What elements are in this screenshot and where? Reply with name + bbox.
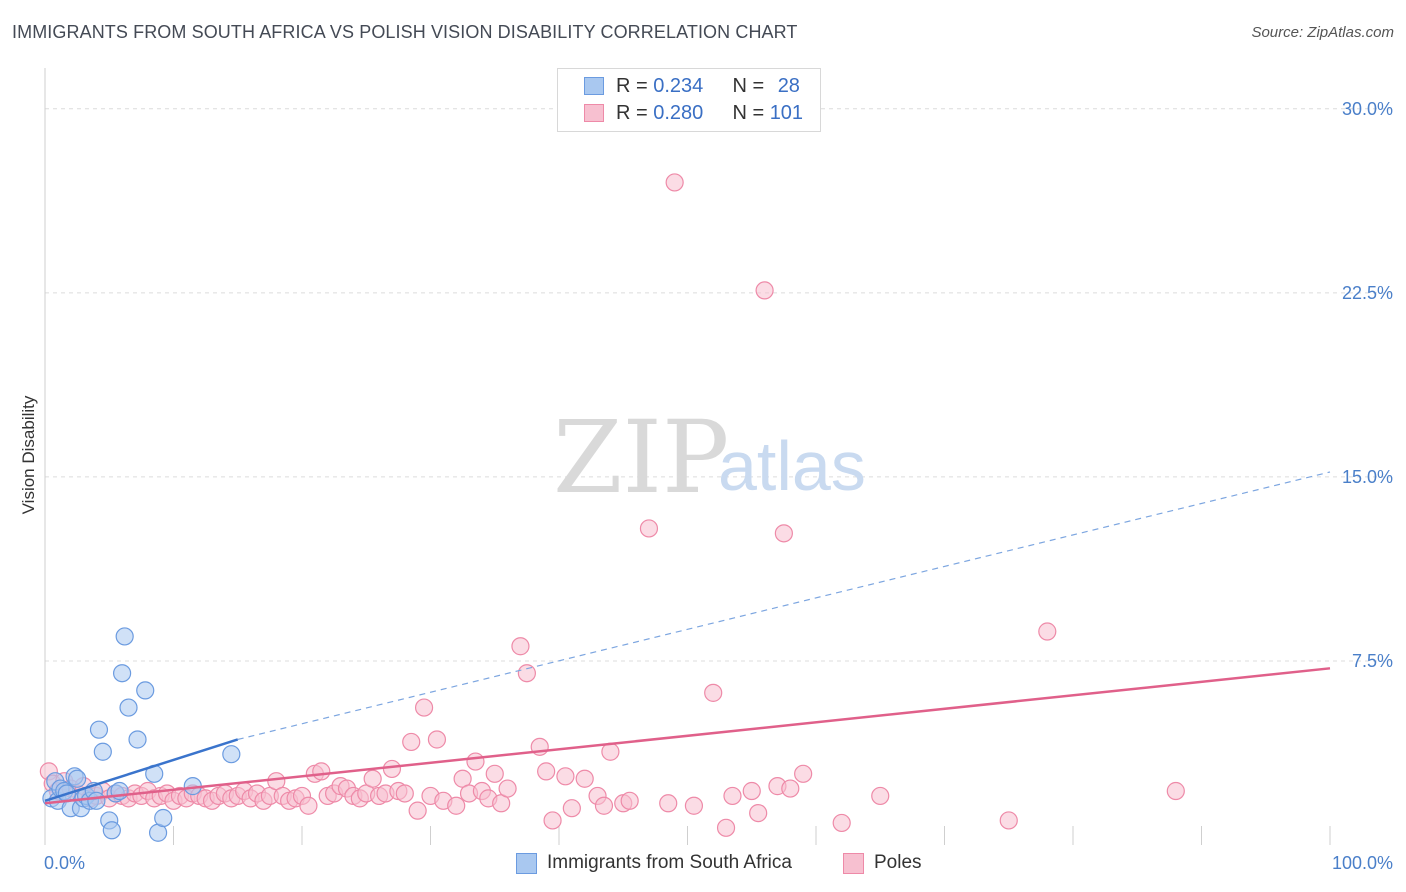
data-point [601, 742, 620, 761]
data-point [723, 786, 742, 806]
chart-title: IMMIGRANTS FROM SOUTH AFRICA VS POLISH V… [12, 22, 798, 42]
data-point [543, 811, 562, 830]
legend-r-label: R = [616, 75, 654, 97]
data-point [704, 683, 723, 702]
data-point [414, 698, 434, 717]
data-point [665, 173, 684, 192]
data-point [556, 767, 575, 786]
source-label: Source: ZipAtlas.com [1251, 24, 1394, 41]
watermark: ZIP atlas [553, 399, 866, 516]
data-point [154, 808, 173, 828]
data-point [716, 818, 736, 837]
y-axis-title: Vision Disability [19, 395, 38, 514]
data-point [794, 764, 813, 783]
y-tick-label: 7.5% [1352, 651, 1393, 671]
trend-line-poles [44, 667, 1331, 805]
watermark-zip: ZIP [553, 399, 729, 516]
data-point [684, 796, 704, 815]
data-point [575, 769, 594, 788]
data-point [68, 769, 87, 788]
legend-r-label: R = [616, 102, 654, 124]
data-point [112, 664, 132, 683]
data-point [537, 762, 556, 781]
data-points [39, 173, 1185, 842]
data-point [93, 742, 112, 761]
data-point [89, 720, 109, 739]
data-point [594, 796, 614, 815]
data-point [511, 637, 530, 656]
legend-n-value: 28 [777, 75, 800, 97]
y-tick-label: 22.5% [1342, 283, 1393, 303]
tick-labels: 7.5% 15.0% 22.5% 30.0% 0.0% 100.0% [44, 99, 1393, 873]
data-point [299, 796, 318, 815]
data-point [659, 794, 678, 813]
data-point [485, 764, 504, 783]
data-point [402, 732, 421, 752]
data-point [1038, 622, 1057, 641]
x-tick-label: 100.0% [1332, 853, 1393, 873]
watermark-atlas: atlas [718, 427, 866, 505]
data-point [312, 762, 331, 781]
data-point [498, 779, 517, 798]
trend-lines [44, 471, 1331, 805]
axes [44, 68, 1331, 845]
data-point [1166, 781, 1185, 801]
y-tick-label: 30.0% [1342, 99, 1393, 119]
data-point [774, 524, 793, 543]
trend-line-south-africa-extension [237, 471, 1331, 741]
legend-swatch-pink [584, 104, 604, 122]
grid-lines [45, 108, 1392, 662]
data-point [102, 821, 121, 840]
data-point [115, 627, 134, 646]
data-point [562, 799, 581, 818]
data-point [517, 664, 536, 683]
data-point [620, 791, 639, 810]
data-point [382, 759, 402, 779]
legend-n-label: N = [732, 75, 770, 97]
legend-r-value: 0.234 [653, 75, 704, 97]
bottom-legend-swatch-blue [516, 853, 537, 874]
data-point [395, 784, 414, 803]
x-tick-label: 0.0% [44, 853, 85, 873]
y-tick-label: 15.0% [1342, 467, 1393, 487]
legend-swatch-blue [584, 77, 604, 95]
bottom-legend-swatch-pink [843, 853, 864, 874]
data-point [781, 779, 800, 798]
data-point [136, 681, 155, 700]
data-point [742, 781, 761, 801]
data-point [408, 801, 427, 820]
data-point [639, 519, 659, 538]
bottom-legend-label: Poles [874, 852, 922, 873]
data-point [832, 813, 851, 833]
legend-n-label: N = [732, 102, 770, 124]
data-point [119, 698, 138, 717]
data-point [999, 811, 1018, 830]
data-point [447, 796, 466, 815]
trend-line-south-africa [44, 738, 239, 803]
correlation-legend: R = 0.234 N = 28 R = 0.280 N = 101 [557, 68, 821, 132]
data-point [87, 791, 106, 810]
data-point [427, 730, 447, 749]
data-point [749, 803, 768, 823]
data-point [128, 730, 147, 749]
legend-r-value: 0.280 [653, 102, 704, 124]
data-point [466, 752, 485, 771]
data-point [363, 769, 382, 788]
legend-n-value: 101 [769, 102, 804, 124]
data-point [871, 786, 890, 806]
bottom-legend-label: Immigrants from South Africa [547, 852, 792, 873]
data-point [755, 281, 774, 300]
data-point [222, 745, 241, 764]
